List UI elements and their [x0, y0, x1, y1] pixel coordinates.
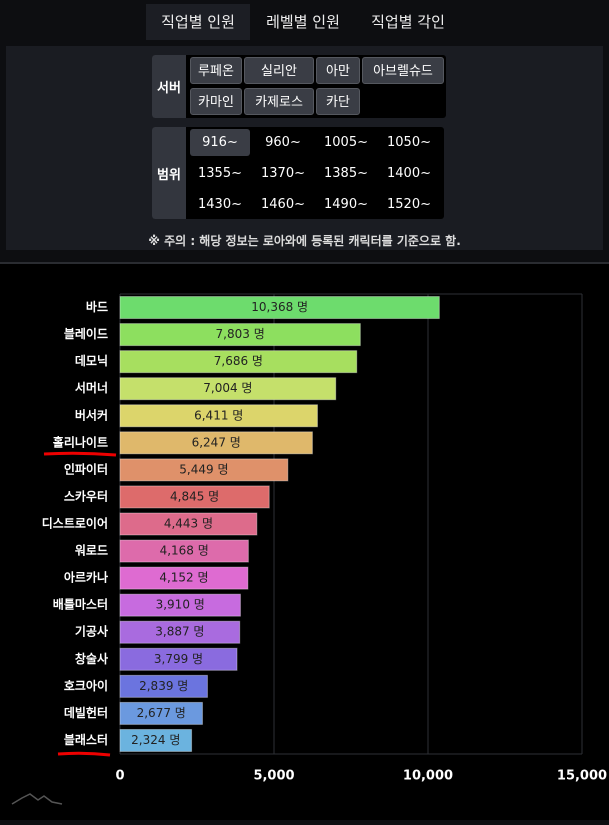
y-tick-label: 기공사 [75, 624, 108, 639]
tab[interactable]: 직업별 각인 [371, 13, 445, 31]
tab[interactable]: 직업별 인원 [146, 4, 250, 40]
y-tick-label: 배틀마스터 [53, 597, 108, 612]
value-label: 7,803 명 [216, 327, 265, 341]
bar [119, 566, 249, 590]
server-button[interactable]: 아만 [316, 57, 360, 84]
y-tick-label: 버서커 [75, 407, 108, 422]
y-tick-label: 인파이터 [64, 461, 108, 476]
y-tick-label: 데모닉 [75, 353, 108, 368]
y-tick-label: 아르카나 [64, 570, 108, 585]
value-label: 4,168 명 [160, 544, 209, 558]
tab[interactable]: 레벨별 인원 [266, 13, 340, 31]
x-tick-label: 5,000 [253, 769, 294, 784]
range-button[interactable]: 1385~ [324, 166, 368, 181]
y-tick-label: 스카우터 [64, 488, 108, 503]
server-button[interactable]: 카마인 [190, 88, 242, 115]
bar [119, 512, 258, 536]
value-label: 4,845 명 [170, 489, 219, 503]
range-button[interactable]: 1005~ [324, 135, 368, 150]
y-tick-label: 블레이드 [64, 326, 108, 341]
logo [11, 793, 63, 805]
range-button[interactable]: 1400~ [387, 166, 431, 181]
range-box: 범위 916~ 960~ 1005~ 1050~ 1355~ 1370~ 1385~ 1400… [152, 127, 444, 219]
range-button[interactable]: 916~ [190, 129, 250, 156]
highlight-underline [43, 451, 117, 457]
range-button[interactable]: 1430~ [198, 197, 242, 212]
bar [119, 431, 313, 455]
value-label: 3,887 명 [155, 625, 204, 639]
bar [119, 701, 203, 725]
bar [119, 350, 358, 374]
range-button[interactable]: 1355~ [198, 166, 242, 181]
x-tick-label: 0 [115, 769, 124, 784]
x-tick-label: 10,000 [403, 769, 453, 784]
range-button[interactable]: 960~ [265, 135, 301, 150]
bar [119, 593, 241, 617]
range-button[interactable]: 1460~ [261, 197, 305, 212]
value-label: 10,368 명 [251, 300, 308, 314]
y-tick-label: 워로드 [75, 544, 108, 558]
bar [119, 674, 208, 698]
y-tick-label: 디스트로이어 [42, 516, 108, 531]
server-button[interactable]: 실리안 [244, 57, 314, 84]
bar [119, 620, 241, 644]
y-tick-label: 홀리나이트 [53, 434, 108, 449]
value-label: 4,152 명 [159, 571, 208, 585]
server-button[interactable]: 루페온 [190, 57, 242, 84]
bar [119, 728, 193, 752]
bar [119, 404, 318, 428]
y-tick-label: 블래스터 [64, 732, 108, 747]
value-label: 7,004 명 [203, 381, 252, 395]
server-button[interactable]: 아브렐슈드 [362, 57, 444, 84]
bar [119, 647, 238, 671]
range-label: 범위 [152, 127, 186, 219]
value-label: 7,686 명 [214, 354, 263, 368]
value-label: 2,677 명 [137, 706, 186, 720]
value-label: 5,449 명 [179, 462, 228, 476]
server-button[interactable]: 카단 [316, 88, 360, 115]
value-label: 4,443 명 [164, 517, 213, 531]
value-label: 3,910 명 [156, 598, 205, 612]
range-button[interactable]: 1490~ [324, 197, 368, 212]
bar [119, 458, 289, 482]
server-button[interactable]: 카제로스 [244, 88, 314, 115]
y-tick-label: 데빌헌터 [64, 705, 108, 720]
value-label: 2,839 명 [139, 679, 188, 693]
notice: ※ 주의 : 해당 정보는 로아와에 등록된 캐릭터를 기준으로 함. [148, 234, 461, 248]
range-button[interactable]: 1520~ [387, 197, 431, 212]
bar [119, 539, 249, 563]
value-label: 6,247 명 [192, 435, 241, 449]
highlight-underline [57, 751, 111, 757]
value-label: 6,411 명 [194, 408, 243, 422]
y-tick-label: 바드 [86, 299, 108, 314]
y-tick-label: 창술사 [75, 651, 108, 666]
bar [119, 377, 337, 401]
range-button[interactable]: 1370~ [261, 166, 305, 181]
y-tick-label: 서머너 [75, 380, 108, 395]
bar [119, 323, 361, 347]
server-label: 서버 [152, 55, 186, 118]
x-tick-label: 15,000 [557, 769, 607, 784]
value-label: 2,324 명 [131, 733, 180, 747]
y-tick-label: 호크아이 [64, 678, 108, 693]
value-label: 3,799 명 [154, 652, 203, 666]
bar [119, 485, 270, 509]
bar [119, 296, 440, 320]
range-button[interactable]: 1050~ [387, 135, 431, 150]
